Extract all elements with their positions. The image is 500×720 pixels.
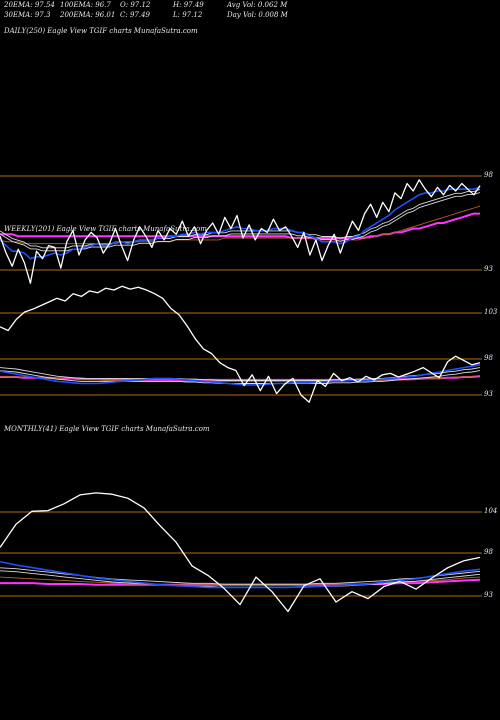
daily-ema-mid-line [0,189,481,249]
day-volume: Day Vol: 0.008 M [227,11,288,19]
daily-price-line [0,179,481,284]
weekly-ema-fast-line [0,364,481,386]
daily-ema-fast-line [0,186,481,260]
weekly-tick-label-103: 103 [484,308,498,316]
weekly-ema-mid-line [0,370,481,384]
monthly-tick-label-93: 93 [484,591,493,599]
monthly-price-line [0,492,481,613]
ema200-value: 200EMA: 96.01 [60,11,116,19]
weekly-tick-label-98: 98 [484,354,493,362]
monthly-tick-label-104: 104 [484,507,498,515]
monthly-panel [0,492,482,613]
monthly-ema-fast-line [0,560,481,589]
daily-panel [0,175,482,284]
low-value: L: 97.12 [173,11,203,19]
daily-ema-slow-line [0,205,481,245]
ema20-value: 20EMA: 97.54 [4,1,55,9]
daily-panel-label: DAILY(250) Eagle View TGIF charts Munafa… [4,27,198,35]
monthly-panel-label: MONTHLY(41) Eagle View TGIF charts Munaf… [4,425,210,433]
monthly-tick-label-98: 98 [484,548,493,556]
daily-tick-label-98: 98 [484,171,493,179]
weekly-panel-label: WEEKLY(201) Eagle View TGIF charts Munaf… [4,225,207,233]
daily-ema-long-line [0,212,480,239]
ema100-value: 100EMA: 96.7 [60,1,111,9]
weekly-tick-label-93: 93 [484,390,493,398]
daily-tick-label-93: 93 [484,265,493,273]
open-value: O: 97.12 [120,1,151,9]
high-value: H: 97.49 [173,1,204,9]
weekly-panel [0,285,482,403]
avg-volume: Avg Vol: 0.062 M [227,1,288,9]
close-value: C: 97.49 [120,11,150,19]
ema30-value: 30EMA: 97.3 [4,11,51,19]
weekly-price-line [0,285,481,403]
